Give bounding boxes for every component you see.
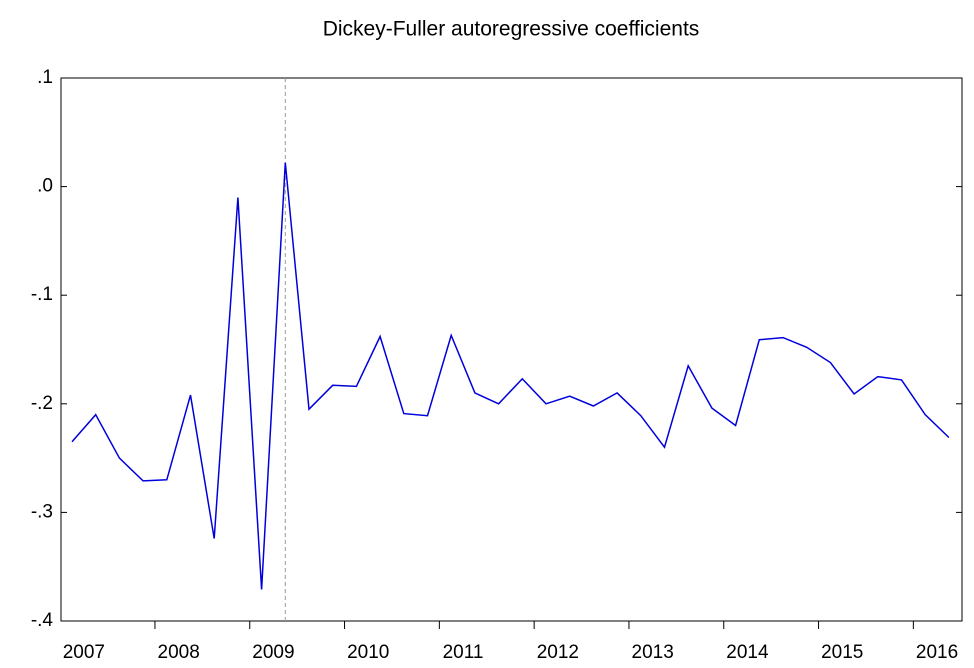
y-tick-label: .1 <box>37 67 53 88</box>
x-tick-label: 2016 <box>916 642 958 663</box>
x-tick-label: 2015 <box>821 642 863 663</box>
x-tick-label: 2014 <box>726 642 769 663</box>
y-tick-label: -.2 <box>31 393 53 414</box>
x-tick-label: 2008 <box>158 642 200 663</box>
x-tick-label: 2007 <box>63 642 105 663</box>
y-tick-label: -.3 <box>31 501 53 522</box>
x-tick-label: 2011 <box>443 642 484 663</box>
y-tick-label: -.1 <box>31 284 53 305</box>
x-tick-label: 2012 <box>537 642 579 663</box>
plot-frame <box>60 77 963 622</box>
line-series <box>71 162 950 590</box>
chart-title: Dickey-Fuller autoregressive coefficient… <box>323 18 700 41</box>
y-tick-label: -.4 <box>31 610 54 631</box>
x-tick-label: 2013 <box>632 642 674 663</box>
y-tick-label: .0 <box>37 176 53 197</box>
x-tick-label: 2010 <box>347 642 389 663</box>
x-tick-label: 2009 <box>252 642 294 663</box>
